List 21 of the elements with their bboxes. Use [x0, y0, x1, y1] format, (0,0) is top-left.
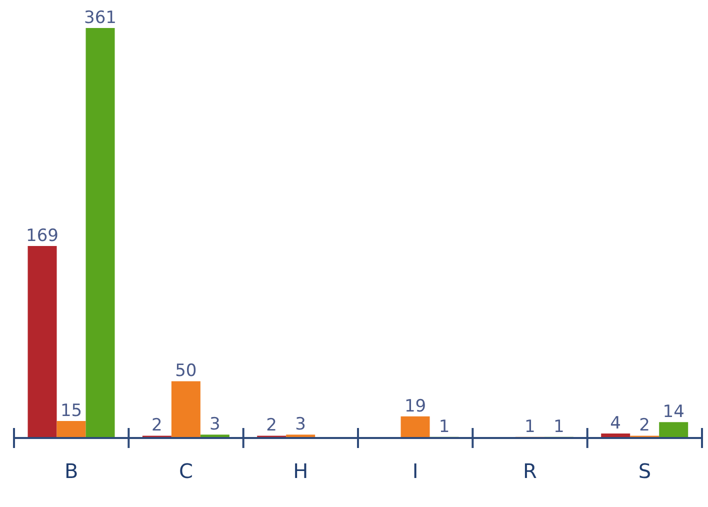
data-label: 50 [175, 361, 197, 382]
data-label: 2 [639, 416, 650, 436]
data-label: 15 [60, 400, 82, 421]
x-tick-label: I [412, 459, 418, 483]
data-label: 2 [152, 416, 162, 436]
data-label: 3 [210, 414, 220, 435]
data-label: 3 [295, 414, 306, 435]
data-label: 4 [610, 413, 622, 434]
x-tick-label: B [64, 459, 78, 483]
data-label: 19 [404, 396, 426, 416]
x-tick-label: R [523, 459, 538, 483]
x-tick-label: H [293, 459, 308, 483]
data-label: 361 [84, 8, 116, 28]
data-label: 2 [266, 416, 278, 436]
data-label: 1 [524, 416, 536, 437]
data-label: 169 [26, 226, 58, 246]
data-label: 1 [438, 416, 450, 437]
data-label: 14 [662, 402, 684, 422]
data-label: 1 [554, 416, 564, 437]
x-tick-label: S [638, 459, 652, 483]
x-tick-label: C [179, 459, 193, 483]
